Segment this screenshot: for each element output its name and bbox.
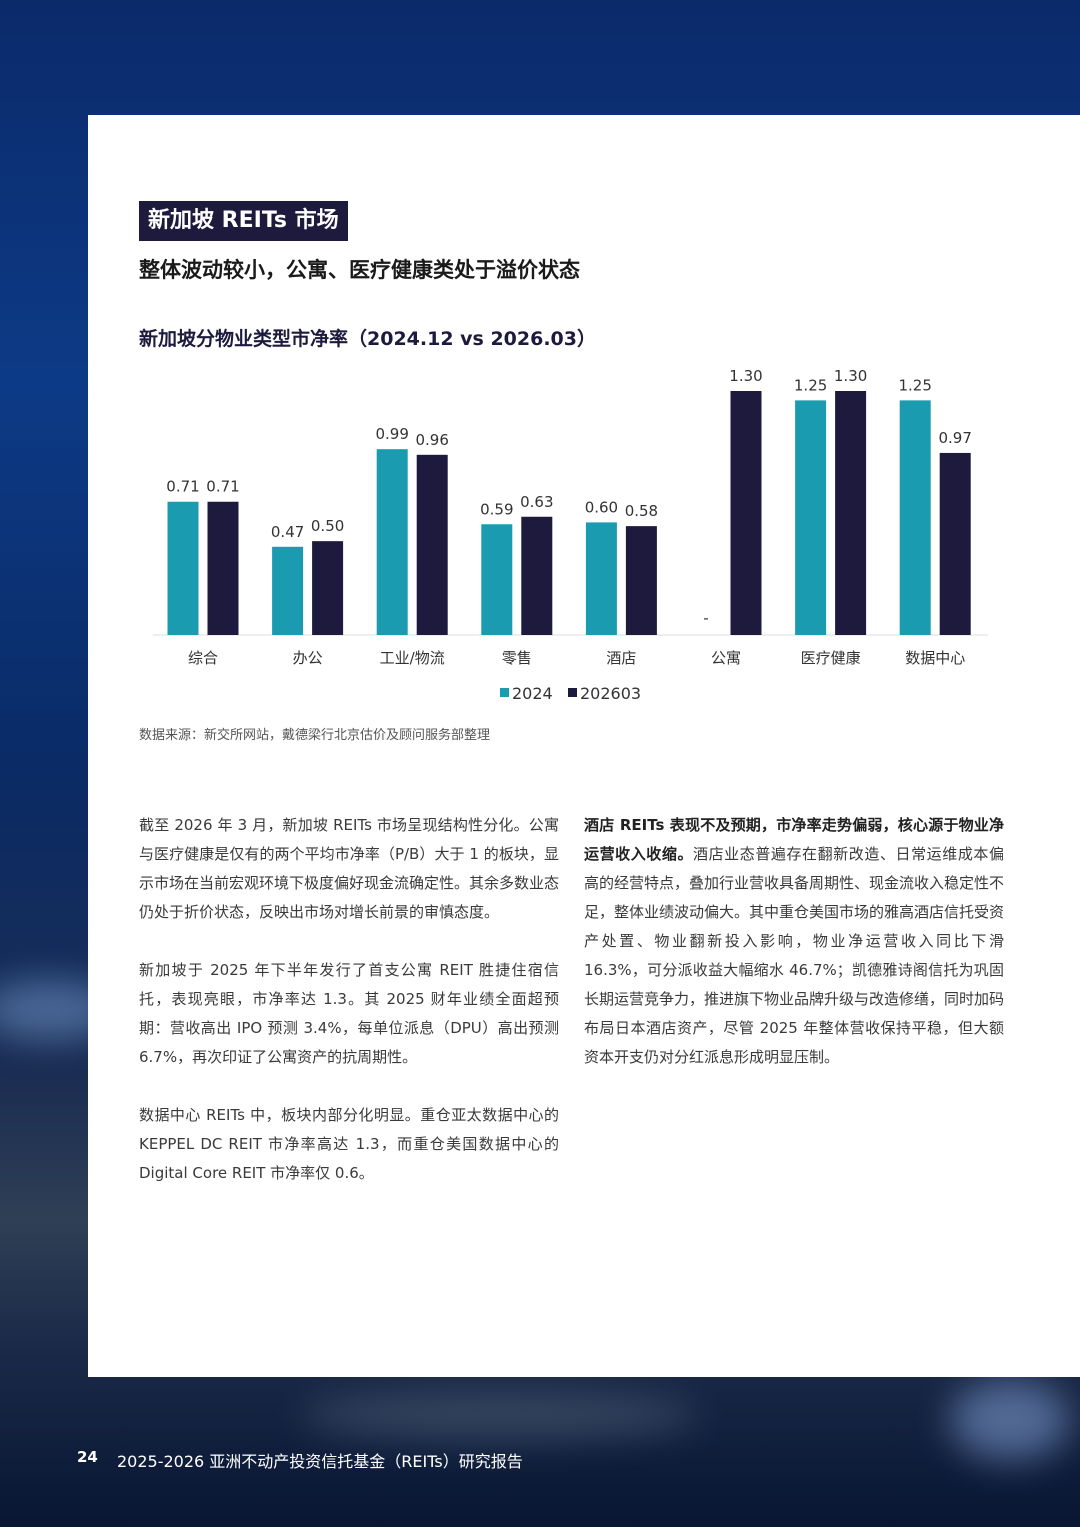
bar (730, 391, 762, 635)
source-note: 数据来源：新交所网站，戴德梁行北京估价及顾问服务部整理 (139, 728, 491, 743)
legend-swatch (568, 688, 577, 697)
paragraph: 酒店 REITs 表现不及预期，市净率走势偏弱，核心源于物业净运营收入收缩。酒店… (584, 811, 1004, 1072)
bar (795, 400, 827, 635)
legend-swatch (500, 688, 509, 697)
content-panel (88, 115, 1080, 1377)
paragraph-lead: 酒店 REITs 表现不及预期，市净率走势偏弱，核心源于物业净运营收入收缩。 (584, 816, 1004, 863)
bar (167, 501, 199, 635)
bar (207, 501, 239, 635)
paragraph-text: 酒店业态普遍存在翻新改造、日常运维成本偏高的经营特点，叠加行业营收具备周期性、现… (584, 845, 1005, 1066)
value-label: 0.63 (520, 493, 553, 511)
x-tick-label: 酒店 (606, 649, 636, 667)
legend-label: 202603 (580, 684, 641, 703)
value-label: 0.99 (375, 425, 408, 443)
value-label: 1.25 (898, 376, 931, 394)
paragraph: 截至 2026 年 3 月，新加坡 REITs 市场呈现结构性分化。公寓与医疗健… (139, 816, 560, 921)
value-label: 1.30 (834, 367, 867, 385)
background-light (300, 1390, 700, 1440)
value-label: 0.60 (585, 498, 618, 516)
bar (416, 454, 448, 635)
legend-label: 2024 (512, 684, 553, 703)
background-light (950, 1380, 1070, 1460)
value-label: 0.71 (166, 478, 199, 496)
x-tick-label: 医疗健康 (801, 649, 861, 667)
chart-title: 新加坡分物业类型市净率（2024.12 vs 2026.03） (139, 328, 597, 350)
value-label: - (703, 609, 708, 627)
x-tick-label: 数据中心 (905, 649, 965, 667)
bar (899, 400, 931, 635)
bar (585, 522, 617, 635)
x-tick-label: 零售 (502, 649, 532, 667)
bar (625, 526, 657, 635)
value-label: 0.71 (206, 478, 239, 496)
value-label: 0.47 (271, 523, 304, 541)
value-label: 0.50 (311, 517, 344, 535)
section-tag: 新加坡 REITs 市场 (139, 201, 348, 241)
value-label: 0.97 (938, 429, 971, 447)
bar (376, 449, 408, 635)
bar (835, 391, 867, 635)
value-label: 0.59 (480, 500, 513, 518)
value-label: 1.30 (729, 367, 762, 385)
x-tick-label: 工业/物流 (380, 649, 445, 667)
paragraph: 新加坡于 2025 年下半年发行了首支公寓 REIT 胜捷住宿信托，表现亮眼，市… (139, 961, 559, 1066)
x-tick-label: 办公 (293, 649, 323, 667)
chart: 综合 0.71 0.71 办公 0.47 0.50 工业/物流 0.99 0.96 零售 0.59 0… (153, 367, 988, 703)
paragraph: 数据中心 REITs 中，板块内部分化明显。重仓亚太数据中心的 KEPPEL D… (139, 1106, 559, 1182)
right-column: 酒店 REITs 表现不及预期，市净率走势偏弱，核心源于物业净运营收入收缩。酒店… (584, 811, 1004, 1101)
subtitle: 整体波动较小，公寓、医疗健康类处于溢价状态 (139, 258, 580, 282)
bar (481, 524, 513, 635)
footer-title: 2025-2026 亚洲不动产投资信托基金（REITs）研究报告 (117, 1452, 523, 1471)
bar (939, 452, 971, 635)
bar (272, 546, 304, 635)
value-label: 1.25 (794, 376, 827, 394)
bar (312, 541, 344, 635)
x-tick-label: 综合 (188, 649, 218, 667)
x-tick-label: 公寓 (711, 649, 741, 667)
value-label: 0.96 (415, 431, 448, 449)
left-column: 截至 2026 年 3 月，新加坡 REITs 市场呈现结构性分化。公寓与医疗健… (139, 811, 559, 1217)
value-label: 0.58 (625, 502, 658, 520)
page-number: 24 (77, 1448, 98, 1466)
bar (521, 516, 553, 635)
